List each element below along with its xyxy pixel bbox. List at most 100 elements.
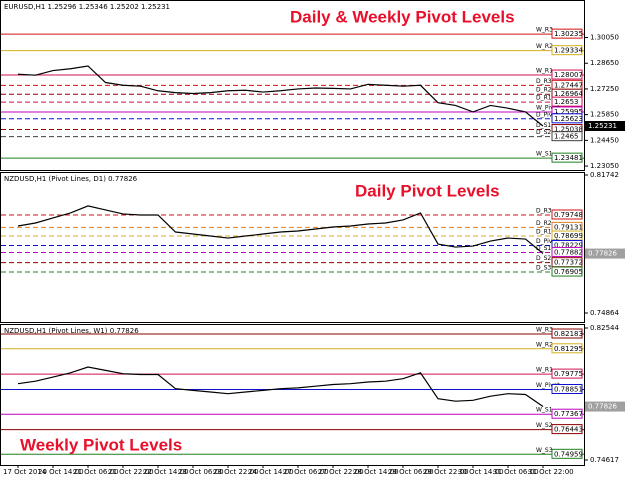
price-tag: 1.25231 (588, 122, 617, 130)
pivot-name: D_R2 (536, 220, 552, 227)
pivot-value: 0.78699 (554, 232, 583, 240)
pivot-name: D_R2 (536, 87, 552, 94)
x-tick-label: 20 Oct 14:00 (38, 468, 84, 476)
pivot-name: D_S2 (536, 255, 551, 262)
y-tick-label: 0.82544 (590, 324, 619, 332)
y-tick-label: 1.25850 (590, 111, 619, 119)
pivot-value: 0.76905 (554, 268, 583, 276)
y-tick-label: 0.74864 (590, 309, 619, 317)
price-tag-box (585, 248, 625, 259)
pivot-value-box (551, 424, 583, 435)
pivot-value-box (551, 113, 583, 124)
x-tick-label: 31 Oct 22:00 (528, 468, 574, 476)
y-tick-label: 1.24450 (590, 136, 619, 144)
pivot-value-box (551, 246, 583, 257)
chart-title: Daily & Weekly Pivot Levels (290, 7, 515, 26)
pivot-name: W_R2 (536, 43, 553, 50)
pivot-value: 1.29334 (554, 47, 583, 55)
pivot-name: W_R1 (536, 367, 553, 374)
x-tick-label: 23 Oct 22:00 (213, 468, 259, 476)
price-line (17, 65, 544, 127)
pivot-value-box (551, 96, 583, 107)
pivot-value: 1.23481 (554, 154, 583, 162)
pivot-value-box (551, 69, 583, 80)
pivot-value-box (551, 209, 583, 220)
pivot-name: W_R3 (536, 27, 553, 34)
x-tick-label: 22 Oct 14:00 (143, 468, 189, 476)
x-tick-label: 27 Oct 22:00 (318, 468, 364, 476)
chart-title: Daily Pivot Levels (355, 181, 500, 200)
pivot-value: 1.25623 (554, 115, 583, 123)
pivot-value: 0.79748 (554, 211, 583, 219)
x-tick-label: 29 Oct 22:00 (423, 468, 469, 476)
pivot-name: W_R2 (536, 341, 553, 348)
pivot-name: D_R1 (536, 95, 552, 102)
pivot-value: 1.28007 (554, 71, 583, 79)
pivot-value: 1.30235 (554, 30, 583, 38)
pivot-name: D_Pivot (536, 238, 559, 245)
pivot-name: W_S1 (536, 407, 553, 414)
pivot-value: 0.77367 (554, 410, 583, 418)
price-tag-box (585, 401, 625, 412)
pivot-value-box (551, 28, 583, 39)
price-tag: 0.77826 (588, 250, 617, 258)
price-tag-box (585, 121, 625, 132)
panel-header: NZDUSD,H1 (Pivot Lines, W1) 0.77826 (4, 327, 139, 335)
pivot-value: 0.74959 (554, 450, 583, 458)
pivot-value-box (551, 408, 583, 419)
pivot-name: W_S2 (536, 422, 553, 429)
pivot-value-box (551, 448, 583, 459)
pivot-value: 1.25995 (554, 108, 583, 116)
pivot-value: 0.76443 (554, 426, 583, 434)
pivot-value-box (551, 152, 583, 163)
x-tick-label: 17 Oct 2014 (3, 468, 47, 476)
pivot-value: 1.27447 (554, 81, 583, 89)
x-tick-label: 24 Oct 14:00 (248, 468, 294, 476)
pivot-name: W_S3 (536, 447, 553, 454)
pivot-value: 0.78851 (554, 385, 583, 393)
pivot-name: W_S1 (536, 151, 553, 158)
x-tick-label: 28 Oct 14:00 (353, 468, 399, 476)
y-tick-label: 1.28650 (590, 59, 619, 67)
pivot-value: 0.79775 (554, 370, 583, 378)
x-tick-label: 21 Oct 06:00 (73, 468, 119, 476)
x-tick-label: 23 Oct 06:00 (178, 468, 224, 476)
x-tick-label: 27 Oct 06:00 (283, 468, 329, 476)
pivot-value-box (551, 328, 583, 339)
price-line (17, 205, 544, 254)
panel-frame (0, 172, 585, 323)
panel-frame (0, 0, 585, 171)
pivot-value-box (551, 266, 583, 277)
pivot-name: W_Pivot (536, 104, 560, 111)
pivot-name: D_R3 (536, 208, 552, 215)
y-tick-label: 0.81742 (590, 171, 619, 179)
pivot-name: W_R1 (536, 68, 553, 75)
pivot-name: D_S1 (536, 245, 551, 252)
pivot-value: 0.82183 (554, 330, 583, 338)
x-tick-label: 21 Oct 22:00 (108, 468, 154, 476)
pivot-value: 1.26964 (554, 90, 583, 98)
pivot-name: W_Pivot (536, 382, 560, 389)
pivot-value-box (551, 368, 583, 379)
pivot-value-box (551, 383, 583, 394)
pivot-value: 0.78229 (554, 241, 583, 249)
panel-frame (0, 324, 585, 466)
y-tick-label: 1.30050 (590, 34, 619, 42)
pivot-name: D_R1 (536, 229, 552, 236)
x-tick-label: 29 Oct 06:00 (388, 468, 434, 476)
pivot-value: 0.79131 (554, 223, 583, 231)
panel-header: NZDUSD,H1 (Pivot Lines, D1) 0.77826 (4, 175, 138, 183)
y-tick-label: 1.27250 (590, 85, 619, 93)
panel-header: EURUSD,H1 1.25296 1.25346 1.25202 1.2523… (4, 3, 170, 11)
pivot-value: 1.2465 (554, 133, 579, 141)
pivot-value: 0.77372 (554, 259, 583, 267)
pivot-name: W_R3 (536, 327, 553, 334)
price-tag: 0.77826 (588, 403, 617, 411)
y-tick-label: 0.74617 (590, 456, 619, 464)
pivot-value: 0.81295 (554, 345, 583, 353)
pivot-value: 1.25038 (554, 126, 583, 134)
price-line (17, 366, 544, 407)
pivot-name: D_S2 (536, 129, 551, 136)
